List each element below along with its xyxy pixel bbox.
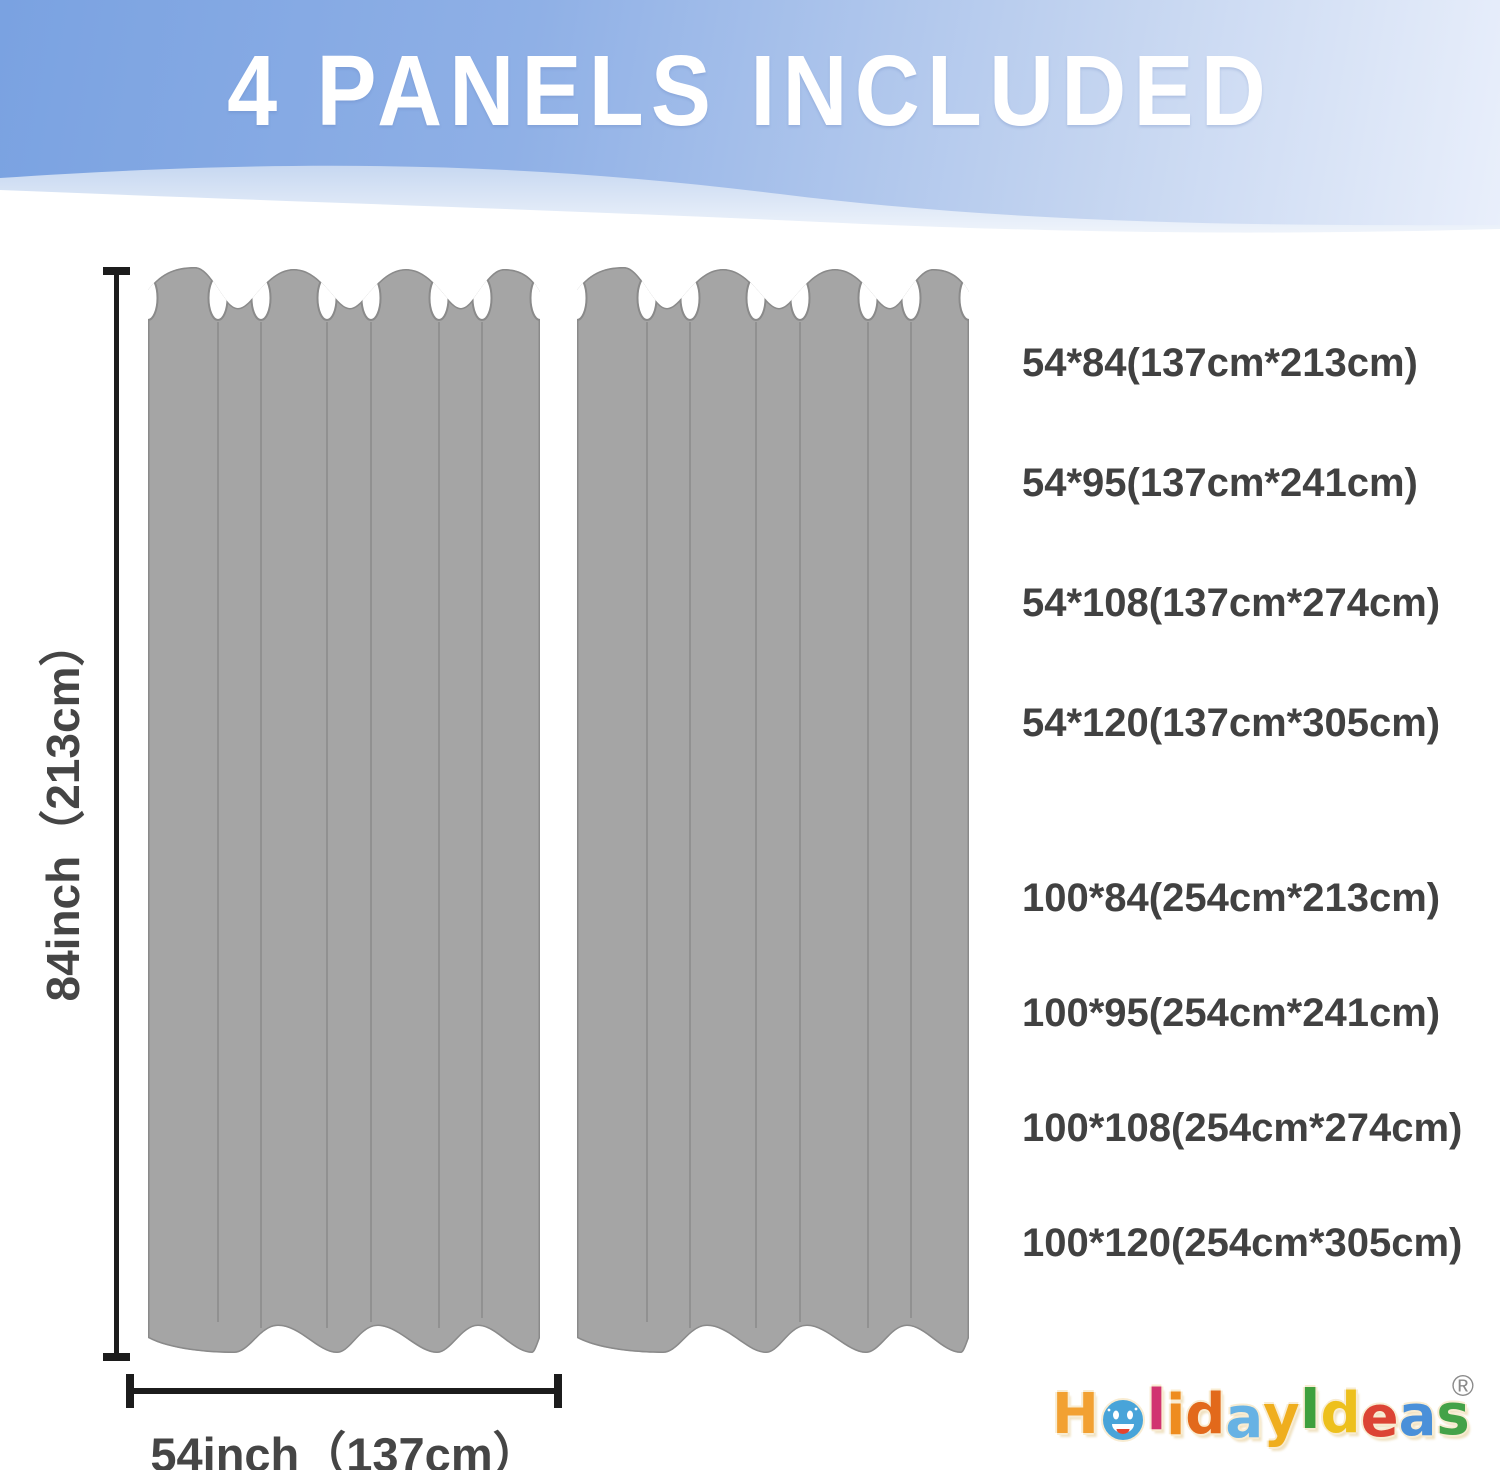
width-dimension-cap-left [126, 1374, 134, 1408]
logo-letter: e [1360, 1385, 1399, 1450]
logo-letter: a [1398, 1384, 1437, 1449]
size-option: 100*95(254cm*241cm) [1022, 991, 1441, 1035]
curtain-fold-lines [646, 322, 912, 1328]
logo-letter: i [1166, 1383, 1186, 1448]
size-list-54: 54*84(137cm*213cm) 54*95(137cm*241cm) 54*1… [1022, 341, 1440, 821]
logo-letter: d [1320, 1381, 1361, 1446]
size-list-100: 100*84(254cm*213cm) 100*95(254cm*241cm) 10… [1022, 876, 1462, 1336]
logo-letter: d [1185, 1382, 1226, 1447]
height-dimension-cap-bottom [103, 1353, 130, 1361]
width-dimension-line [129, 1388, 560, 1394]
height-label: 84inch（213cm） [37, 620, 89, 1002]
curtain-panel-left [148, 267, 540, 1353]
size-option: 54*95(137cm*241cm) [1022, 461, 1418, 505]
logo-letter: y [1263, 1384, 1300, 1449]
wave-decoration [0, 165, 1500, 260]
size-option: 54*108(137cm*274cm) [1022, 581, 1441, 625]
curtain-panel-right [577, 267, 969, 1353]
wave-white [0, 190, 1500, 260]
width-label: 54inch（137cm） [150, 1428, 540, 1470]
height-dimension-line [114, 270, 119, 1358]
width-dimension-cap-right [554, 1374, 562, 1408]
logo-letter: I [1299, 1377, 1321, 1442]
smiley-face-icon [1100, 1392, 1146, 1457]
logo-letter: l [1146, 1378, 1167, 1443]
size-option: 54*120(137cm*305cm) [1022, 701, 1441, 745]
logo-letter: s [1436, 1383, 1470, 1448]
size-option: 100*120(254cm*305cm) [1022, 1221, 1463, 1265]
page-title: 4 PANELS INCLUDED [227, 35, 1273, 147]
size-option: 100*84(254cm*213cm) [1022, 876, 1441, 920]
logo-letter: a [1225, 1386, 1264, 1451]
logo-letter: H [1052, 1382, 1099, 1447]
registered-trademark-icon: ® [1451, 1370, 1474, 1403]
height-dimension-cap-top [103, 267, 130, 275]
curtain-fold-lines [217, 322, 483, 1328]
size-option: 100*108(254cm*274cm) [1022, 1106, 1463, 1150]
size-option: 54*84(137cm*213cm) [1022, 341, 1418, 385]
